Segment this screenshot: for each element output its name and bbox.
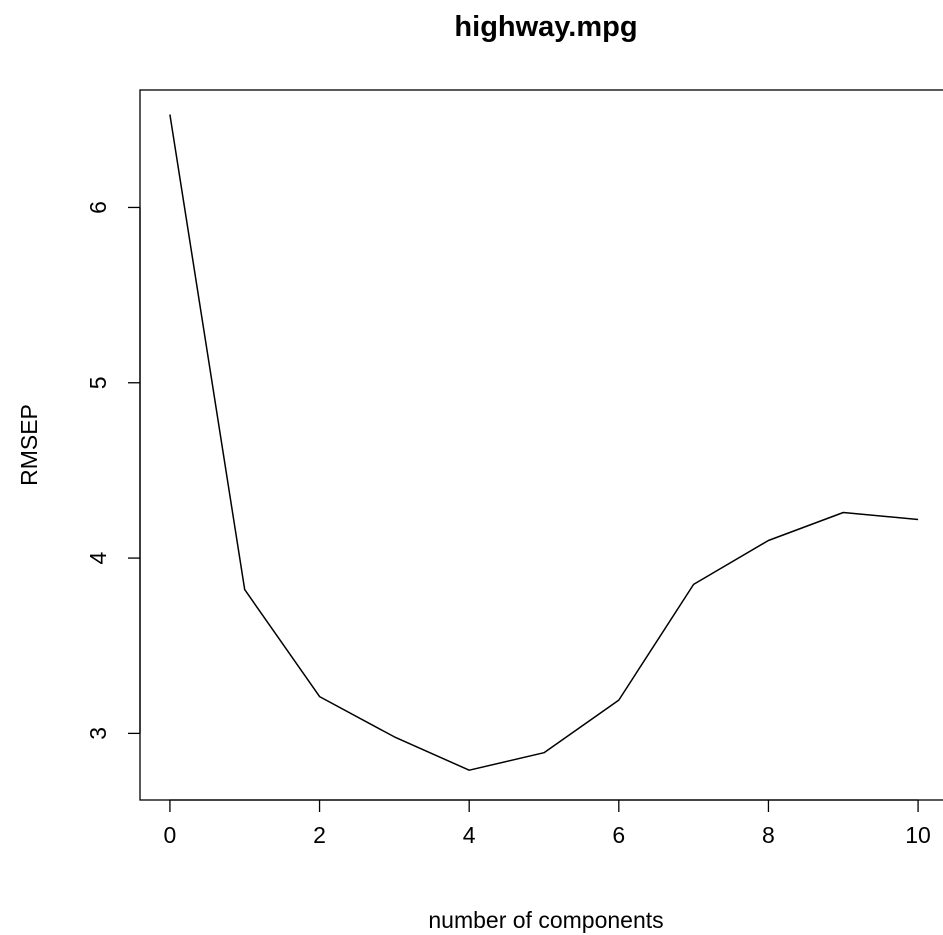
y-tick-label: 5	[85, 376, 111, 389]
y-axis: 3 4 5 6	[85, 201, 141, 740]
x-tick-label: 10	[905, 822, 931, 848]
x-axis-label: number of components	[428, 907, 663, 933]
y-tick-label: 3	[85, 727, 111, 740]
chart-title: highway.mpg	[454, 11, 637, 43]
rmsep-line	[169, 114, 919, 771]
x-tick-label: 8	[762, 822, 775, 848]
plot-frame	[139, 89, 943, 801]
x-tick-label: 2	[313, 822, 326, 848]
y-tick-label: 4	[85, 551, 111, 564]
y-axis-label: RMSEP	[16, 404, 42, 486]
x-tick-label: 6	[612, 822, 625, 848]
x-tick-label: 0	[164, 822, 177, 848]
x-axis: 0 2 4 6 8 10	[164, 799, 931, 848]
y-tick-label: 6	[85, 201, 111, 214]
x-tick-label: 4	[463, 822, 476, 848]
